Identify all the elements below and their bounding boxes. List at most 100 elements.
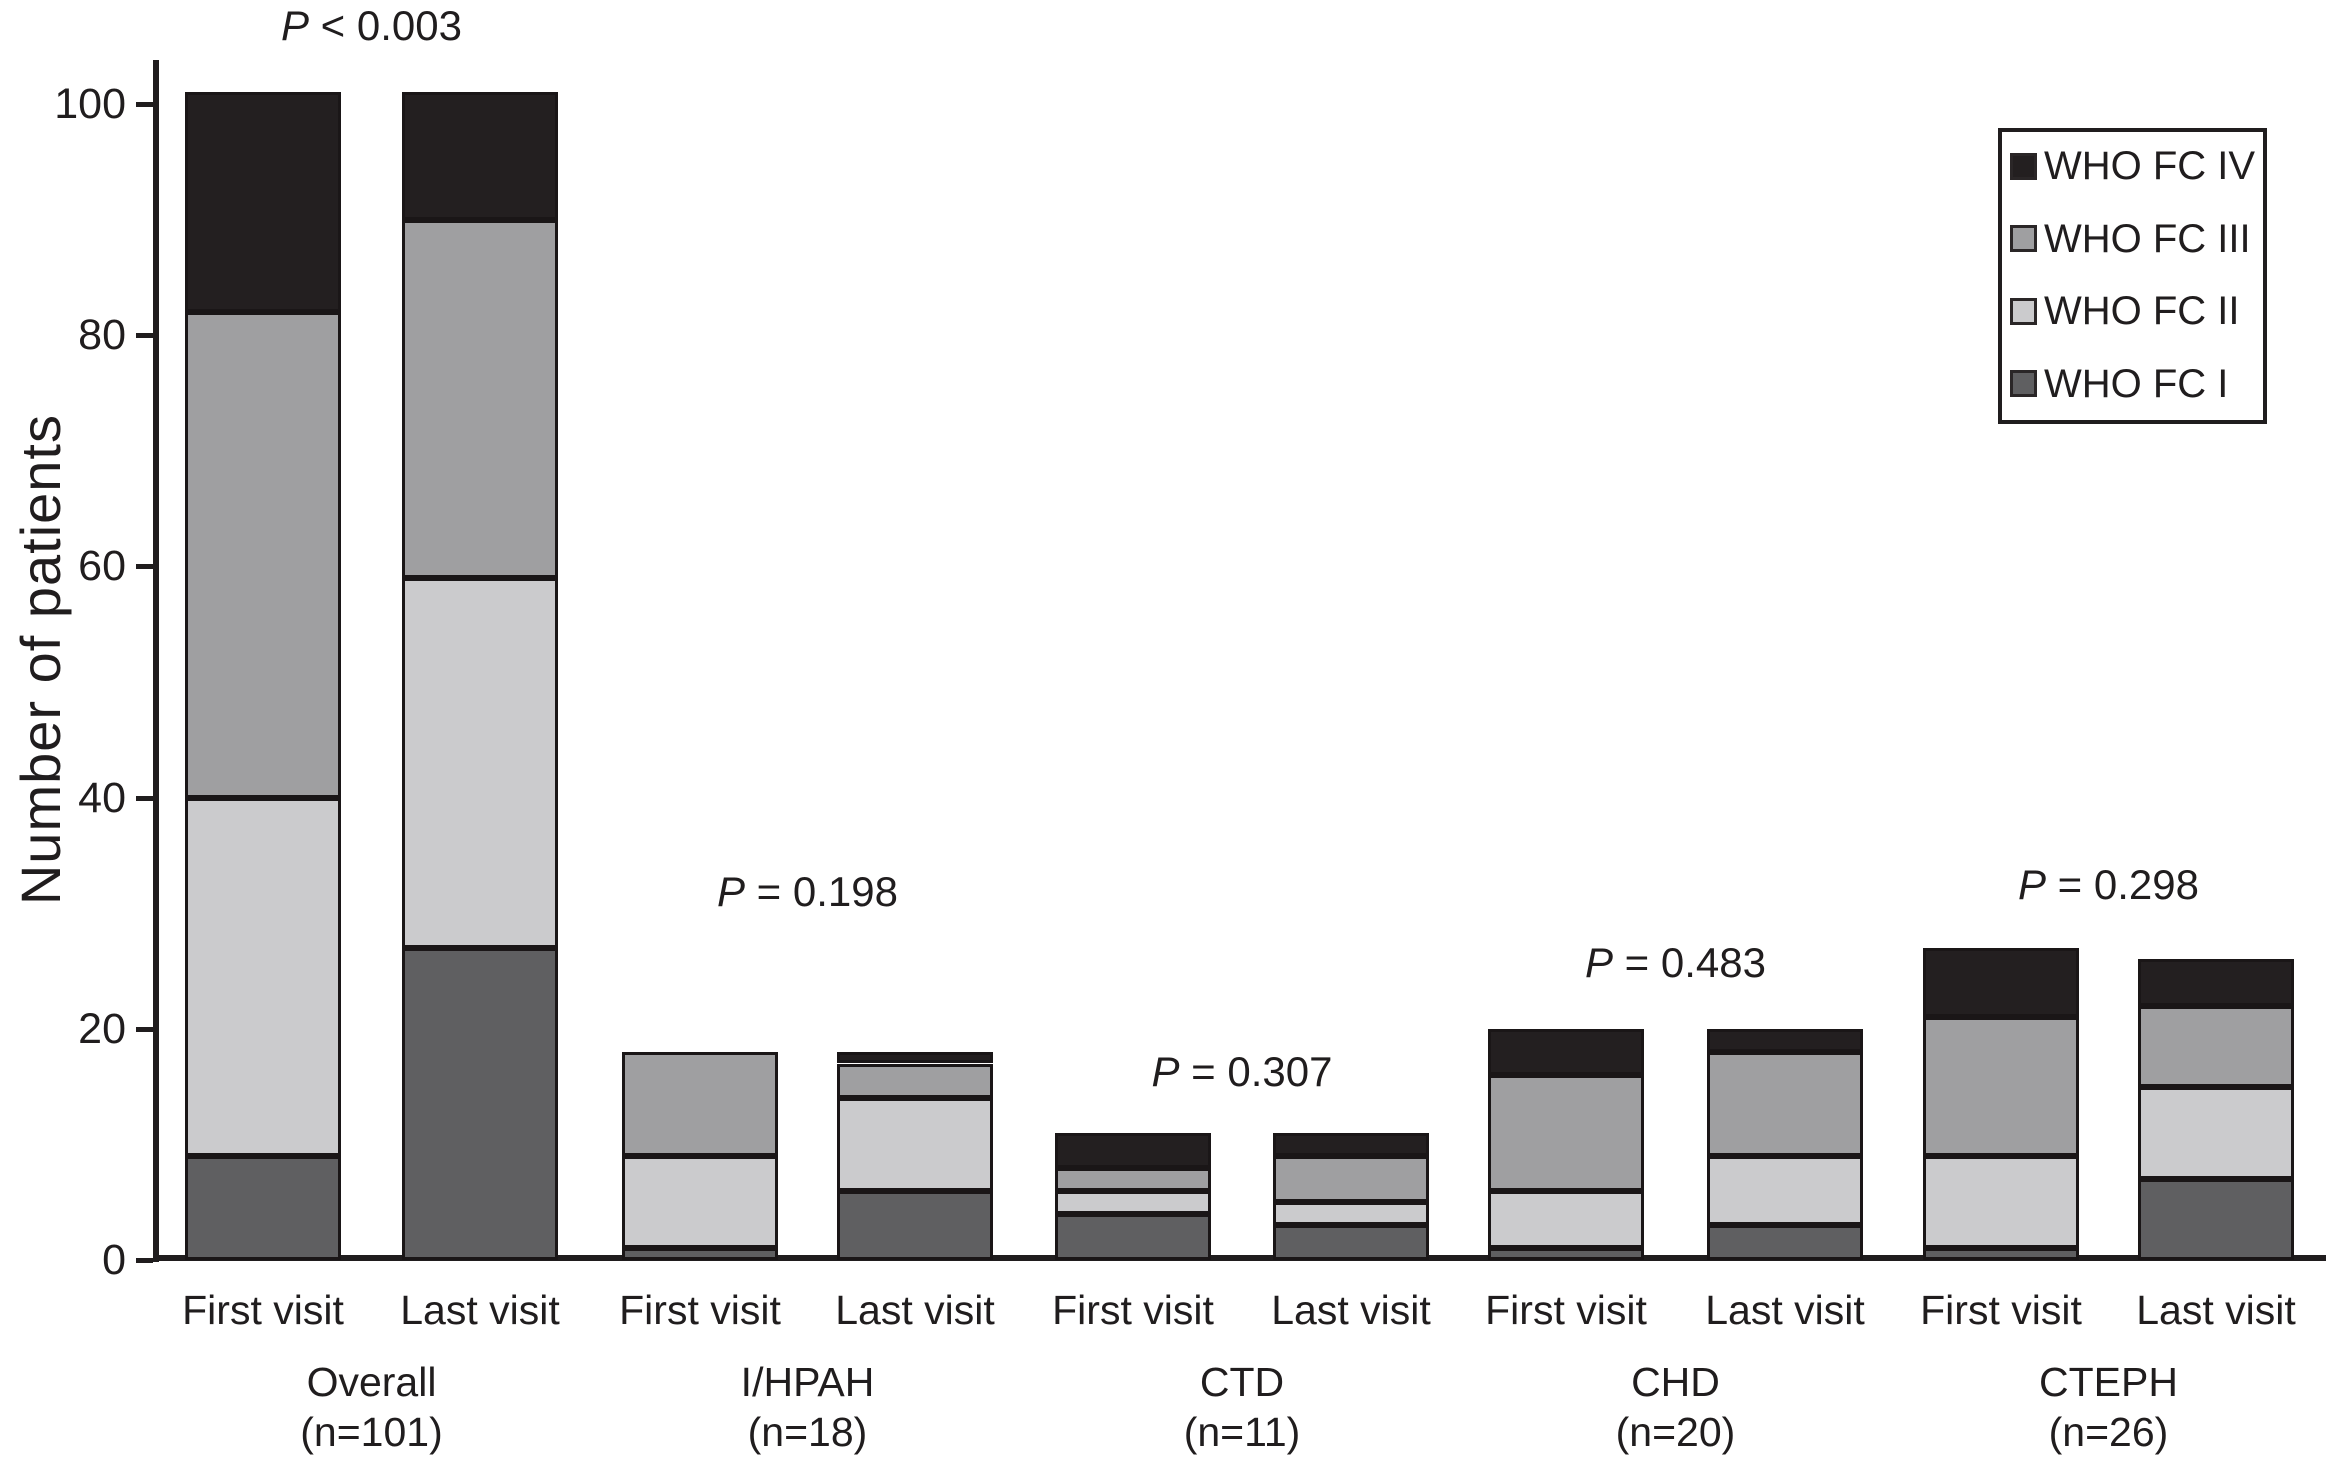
p-value-label: P = 0.298 — [2018, 861, 2199, 908]
group-label-overall: Overall — [306, 1359, 437, 1405]
stacked-bar-chd-last-visit — [1707, 1028, 1863, 1260]
group-label-i-hpah: I/HPAH — [740, 1359, 875, 1405]
bar-segment-who-fc-i — [1273, 1225, 1429, 1260]
bar-segment-who-fc-iv — [1488, 1028, 1644, 1076]
bar-segment-who-fc-i — [2138, 1179, 2294, 1260]
visit-label-ctd-last-visit: Last visit — [1271, 1287, 1431, 1333]
bar-segment-who-fc-iv — [837, 1051, 993, 1064]
bar-segment-who-fc-i — [1707, 1225, 1863, 1260]
visit-label-ctd-first-visit: First visit — [1052, 1287, 1214, 1333]
stacked-bar-cteph-first-visit — [1923, 947, 2079, 1260]
p-italic: P — [1585, 939, 1614, 986]
y-tick-label: 80 — [78, 311, 126, 360]
bar-segment-who-fc-iii — [1273, 1155, 1429, 1203]
legend-swatch-who-fc-i — [2010, 370, 2037, 398]
bar-segment-who-fc-i — [1055, 1213, 1211, 1260]
bar-segment-who-fc-iv — [1055, 1132, 1211, 1168]
bar-segment-who-fc-i — [185, 1155, 341, 1260]
legend-item: WHO FC I — [2010, 362, 2259, 406]
stacked-bar-cteph-last-visit — [2138, 959, 2294, 1260]
group-n-label-chd: (n=20) — [1615, 1409, 1736, 1455]
y-tick-label: 60 — [78, 542, 126, 591]
p-value-label: P = 0.307 — [1151, 1048, 1333, 1095]
stacked-bar-overall-last-visit — [402, 92, 558, 1260]
legend-item-label: WHO FC II — [2044, 289, 2240, 334]
group-n-label-i-hpah: (n=18) — [747, 1409, 868, 1455]
legend-item: WHO FC II — [2010, 289, 2259, 333]
legend-swatch-who-fc-iii — [2010, 225, 2037, 253]
bar-segment-who-fc-ii — [1055, 1190, 1211, 1214]
visit-label-overall-last-visit: Last visit — [400, 1287, 560, 1333]
bar-segment-who-fc-i — [402, 947, 558, 1260]
bar-segment-who-fc-iii — [1488, 1075, 1644, 1191]
p-italic: P — [1151, 1048, 1180, 1095]
group-n-label-overall: (n=101) — [300, 1409, 443, 1455]
bar-segment-who-fc-i — [837, 1190, 993, 1260]
legend-item-label: WHO FC III — [2044, 216, 2251, 261]
bar-segment-who-fc-iii — [1055, 1167, 1211, 1191]
stacked-bar-overall-first-visit — [185, 92, 341, 1260]
group-n-label-ctd: (n=11) — [1183, 1409, 1301, 1455]
y-axis-title-wrap: Number of patients — [8, 60, 72, 1260]
legend-item-label: WHO FC I — [2044, 361, 2229, 406]
y-axis-title: Number of patients — [8, 414, 72, 906]
visit-label-i-hpah-last-visit: Last visit — [835, 1287, 995, 1333]
bar-segment-who-fc-ii — [622, 1155, 778, 1249]
bar-segment-who-fc-iii — [1923, 1017, 2079, 1156]
bar-segment-who-fc-i — [1923, 1248, 2079, 1260]
p-italic: P — [281, 2, 310, 49]
bar-segment-who-fc-i — [622, 1248, 778, 1260]
y-tick-mark — [136, 564, 153, 570]
y-tick-mark — [136, 102, 153, 107]
bar-segment-who-fc-ii — [1273, 1202, 1429, 1226]
visit-label-overall-first-visit: First visit — [182, 1287, 344, 1333]
visit-label-cteph-first-visit: First visit — [1920, 1287, 2082, 1333]
y-tick-mark — [136, 333, 153, 339]
bar-segment-who-fc-iii — [837, 1063, 993, 1099]
bar-segment-who-fc-ii — [1923, 1155, 2079, 1249]
group-label-chd: CHD — [1631, 1359, 1720, 1405]
legend-item: WHO FC IV — [2010, 144, 2259, 188]
bar-segment-who-fc-iv — [185, 92, 341, 313]
group-n-label-cteph: (n=26) — [2048, 1409, 2169, 1455]
stacked-bar-ctd-first-visit — [1055, 1132, 1211, 1260]
bar-segment-who-fc-iii — [185, 312, 341, 798]
group-label-ctd: CTD — [1199, 1359, 1285, 1405]
y-tick-label: 20 — [78, 1004, 126, 1053]
bar-segment-who-fc-iv — [1923, 947, 2079, 1018]
bar-segment-who-fc-i — [1488, 1248, 1644, 1260]
legend-item: WHO FC III — [2010, 217, 2259, 261]
y-axis-line — [153, 60, 159, 1262]
bar-segment-who-fc-iii — [622, 1051, 778, 1156]
y-tick-mark — [136, 1026, 153, 1032]
bar-segment-who-fc-ii — [1488, 1190, 1644, 1249]
bar-segment-who-fc-iv — [2138, 959, 2294, 1006]
group-label-cteph: CTEPH — [2039, 1359, 2178, 1405]
bar-segment-who-fc-iv — [402, 92, 558, 220]
p-value-label: P = 0.198 — [717, 868, 898, 915]
p-value-label: P < 0.003 — [281, 2, 462, 49]
p-value-label: P = 0.483 — [1585, 939, 1766, 986]
bar-segment-who-fc-ii — [1707, 1155, 1863, 1226]
visit-label-chd-first-visit: First visit — [1485, 1287, 1647, 1333]
p-italic: P — [717, 868, 746, 915]
legend-item-label: WHO FC IV — [2044, 144, 2256, 188]
y-tick-label: 0 — [102, 1236, 126, 1284]
bar-segment-who-fc-ii — [185, 797, 341, 1156]
visit-label-cteph-last-visit: Last visit — [2136, 1287, 2296, 1333]
bar-segment-who-fc-iii — [402, 219, 558, 578]
bar-segment-who-fc-iii — [2138, 1005, 2294, 1087]
y-tick-mark — [136, 1258, 153, 1263]
stacked-bar-ctd-last-visit — [1273, 1132, 1429, 1260]
bar-segment-who-fc-iii — [1707, 1051, 1863, 1156]
bar-segment-who-fc-ii — [402, 577, 558, 948]
stacked-bar-i-hpah-last-visit — [837, 1051, 993, 1260]
p-italic: P — [2018, 861, 2047, 908]
legend-swatch-who-fc-ii — [2010, 297, 2037, 325]
visit-label-i-hpah-first-visit: First visit — [619, 1287, 781, 1333]
y-tick-label: 100 — [54, 80, 126, 128]
legend-swatch-who-fc-iv — [2010, 152, 2037, 180]
legend: WHO FC IV WHO FC III WHO FC II WHO FC I — [1998, 128, 2267, 424]
bar-segment-who-fc-ii — [837, 1098, 993, 1191]
